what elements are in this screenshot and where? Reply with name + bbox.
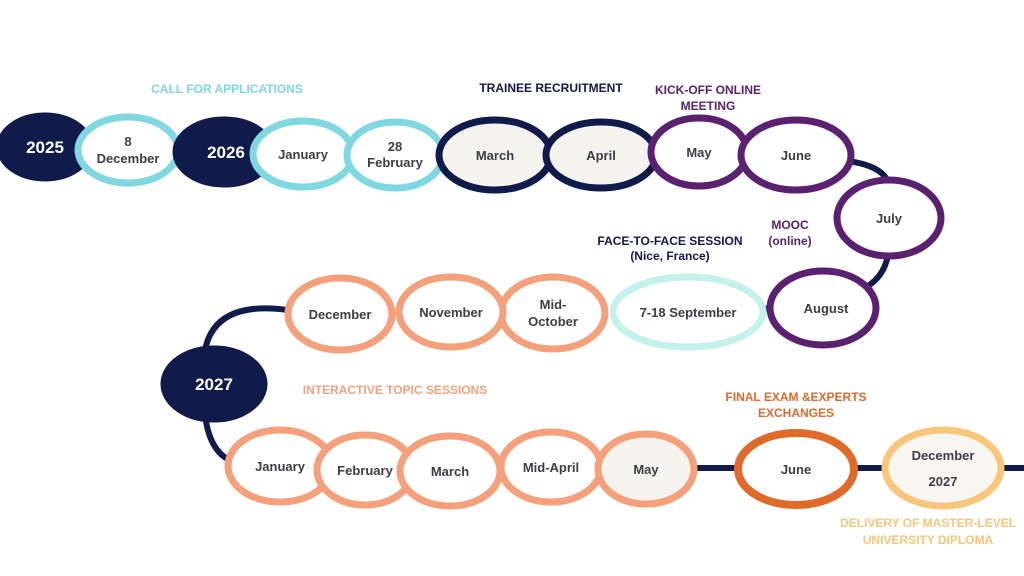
node-8-december: [74, 113, 182, 187]
node-july-2026: [833, 176, 945, 260]
label-january: January: [278, 147, 329, 162]
heading-call-for-applications: CALL FOR APPLICATIONS: [151, 82, 303, 96]
label-june: June: [781, 148, 811, 163]
heading-mooc-online: (online): [768, 234, 811, 248]
node-december-2026: [284, 274, 396, 354]
heading-interactive-topic-sessions: INTERACTIVE TOPIC SESSIONS: [303, 383, 487, 397]
heading-diploma-line1: DELIVERY OF MASTER-LEVEL: [840, 516, 1016, 530]
label-september: 7-18 September: [640, 305, 737, 320]
node-june-2026: [737, 116, 855, 194]
label-april: April: [586, 148, 616, 163]
label-december-2026: December: [309, 307, 372, 322]
label-may-2027: May: [633, 462, 659, 477]
label-2025: 2025: [26, 138, 64, 157]
node-december-2027: [881, 426, 1005, 510]
label-june-2027: June: [781, 462, 811, 477]
label-march-2027: March: [431, 464, 469, 479]
label-december: December: [97, 151, 160, 166]
label-december-2027: December: [912, 448, 975, 463]
label-october: October: [528, 314, 578, 329]
heading-final-exam-line2: EXCHANGES: [758, 406, 834, 420]
label-march: March: [476, 148, 514, 163]
heading-mooc: MOOC: [771, 218, 809, 232]
label-28: 28: [388, 139, 402, 154]
heading-face-to-face-location: (Nice, France): [630, 249, 709, 263]
heading-kickoff-line1: KICK-OFF ONLINE: [655, 83, 761, 97]
label-2027: 2027: [195, 375, 233, 394]
node-mid-october: [497, 273, 609, 353]
label-mid-april: Mid-April: [523, 460, 579, 475]
heading-diploma-line2: UNIVERSITY DIPLOMA: [863, 533, 994, 547]
node-november-2026: [395, 273, 507, 351]
label-2026: 2026: [207, 143, 245, 162]
heading-trainee-recruitment: TRAINEE RECRUITMENT: [479, 81, 623, 95]
heading-final-exam-line1: FINAL EXAM &EXPERTS: [725, 390, 866, 404]
heading-face-to-face: FACE-TO-FACE SESSION: [597, 234, 742, 248]
label-8: 8: [124, 134, 131, 149]
label-february-2027: February: [337, 463, 393, 478]
heading-kickoff-line2: MEETING: [681, 99, 736, 113]
label-february: February: [367, 155, 423, 170]
label-may: May: [686, 145, 712, 160]
node-september-2026: [609, 273, 767, 351]
label-july: July: [876, 211, 903, 226]
node-june-2027: [734, 429, 858, 509]
node-may-2027: [594, 430, 698, 508]
label-november: November: [419, 305, 483, 320]
node-august-2026: [766, 267, 880, 349]
label-2027-small: 2027: [929, 474, 958, 489]
label-january-2027: January: [255, 459, 306, 474]
label-mid: Mid-: [540, 297, 567, 312]
node-2027: [160, 345, 268, 423]
label-august: August: [804, 301, 849, 316]
